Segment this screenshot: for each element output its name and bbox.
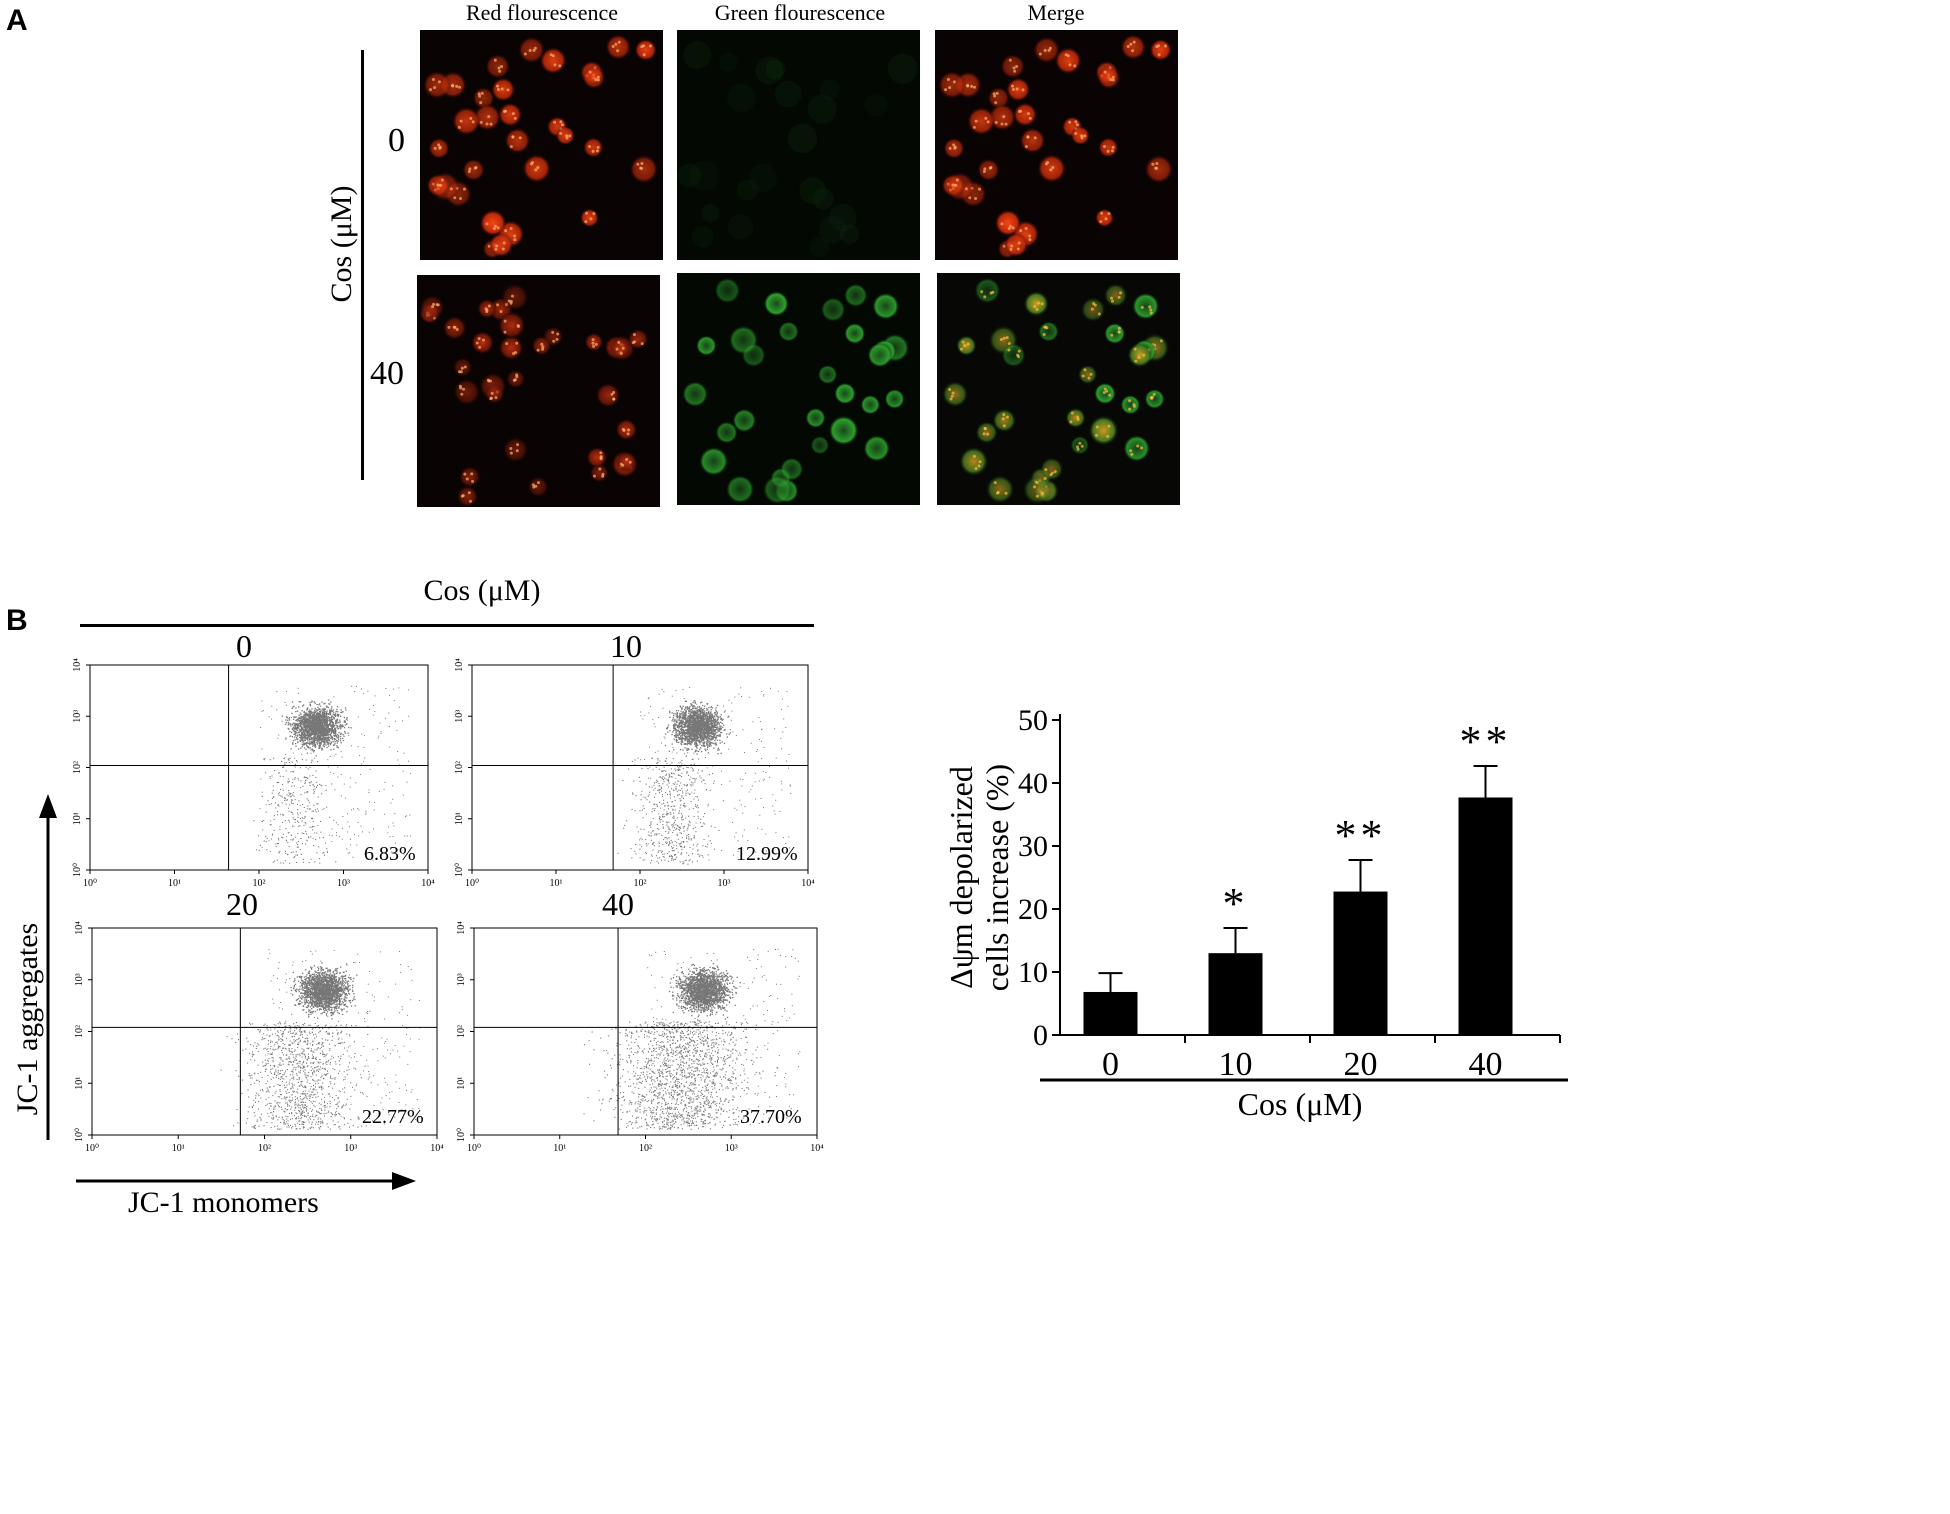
flow-x-tick-label: 10⁴ (421, 878, 435, 889)
micrograph-green-0 (677, 30, 920, 260)
flow-x-tick-label: 10¹ (168, 878, 181, 889)
flow-plot-10: 10⁰ 10⁰ 10¹ 10¹ 10² 10² 10³ 10³ 10⁴ 10⁴ (454, 658, 815, 889)
flow-y-tick-label: 10⁴ (454, 658, 465, 672)
row-axis-label: Cos (μM) (325, 185, 358, 303)
flow-x-tick-label: 10² (639, 1143, 652, 1154)
flow-x-tick-label: 10⁴ (801, 878, 815, 889)
column-title-green: Green flourescence (714, 0, 886, 25)
flow-x-tick-label: 10² (634, 878, 647, 889)
flow-x-tick-label: 10³ (725, 1143, 738, 1154)
bar-chart: 0 10 20 30 40 50 0 10 * 20 ** 40 ** Cos (μM) Δψm depol… (943, 704, 1568, 1122)
flow-x-tick-label: 10¹ (553, 1143, 566, 1154)
flow-dose-10: 10 (610, 628, 642, 664)
flow-x-tick-label: 10⁰ (85, 1143, 99, 1154)
flow-percent-40: 37.70% (740, 1106, 802, 1128)
flow-y-tick-label: 10³ (456, 973, 467, 986)
flow-y-tick-label: 10⁴ (456, 921, 467, 935)
y-tick-label: 40 (1018, 767, 1048, 800)
flow-dose-40: 40 (602, 886, 634, 922)
column-title-merge: Merge (1027, 0, 1085, 25)
y-axis-title-line1: Δψm depolarized (943, 766, 979, 989)
flow-x-tick-label: 10⁰ (83, 878, 97, 889)
micrograph-green-40 (677, 273, 920, 505)
x-axis-title: Cos (μM) (1238, 1086, 1363, 1122)
flow-y-tick-label: 10¹ (74, 1077, 85, 1090)
row-label-40: 40 (370, 355, 404, 392)
x-tick-label: 40 (1469, 1046, 1503, 1083)
row-label-0: 0 (388, 122, 405, 159)
y-tick-label: 50 (1018, 704, 1048, 737)
y-tick-label: 10 (1018, 956, 1048, 989)
significance-mark: ** (1335, 811, 1387, 860)
flow-header-line (80, 624, 814, 627)
bar-40 (1458, 797, 1513, 1035)
bar-20 (1333, 891, 1388, 1035)
flow-dose-20: 20 (226, 886, 258, 922)
flow-x-tick-label: 10⁰ (465, 878, 479, 889)
micrograph-red-0 (420, 30, 663, 260)
flow-x-tick-label: 10¹ (550, 878, 563, 889)
flow-y-tick-label: 10³ (74, 973, 85, 986)
micrograph-red-40 (417, 275, 660, 507)
y-axis-label: JC-1 aggregates (11, 922, 44, 1116)
flow-y-tick-label: 10² (74, 1025, 85, 1038)
flow-y-tick-label: 10² (456, 1025, 467, 1038)
flow-y-tick-label: 10⁰ (74, 1128, 85, 1142)
flow-y-tick-label: 10⁴ (72, 658, 83, 672)
flow-x-tick-label: 10⁴ (430, 1143, 444, 1154)
flow-y-tick-label: 10⁰ (456, 1128, 467, 1142)
flow-y-tick-label: 10¹ (72, 812, 83, 825)
flow-y-tick-label: 10¹ (454, 812, 465, 825)
flow-x-tick-label: 10³ (344, 1143, 357, 1154)
x-tick-label: 20 (1344, 1046, 1378, 1083)
flow-percent-10: 12.99% (736, 843, 798, 865)
flow-plot-20: 10⁰ 10⁰ 10¹ 10¹ 10² 10² 10³ 10³ 10⁴ 10⁴ (74, 921, 444, 1154)
flow-y-tick-label: 10² (72, 761, 83, 774)
flow-x-tick-label: 10⁴ (810, 1143, 824, 1154)
flow-plot-40: 10⁰ 10⁰ 10¹ 10¹ 10² 10² 10³ 10³ 10⁴ 10⁴ (456, 921, 824, 1154)
micrograph-merge-0 (935, 30, 1178, 260)
panel-letter-b: B (6, 604, 28, 637)
flow-y-tick-label: 10⁰ (454, 863, 465, 877)
flow-x-tick-label: 10³ (718, 878, 731, 889)
flow-dose-0: 0 (236, 628, 252, 664)
y-tick-label: 0 (1033, 1019, 1048, 1052)
flow-header: Cos (μM) (423, 574, 541, 607)
flow-y-tick-label: 10⁴ (74, 921, 85, 935)
flow-x-tick-label: 10² (253, 878, 266, 889)
column-title-red: Red flourescence (465, 0, 619, 25)
flow-y-tick-label: 10² (454, 761, 465, 774)
x-tick-label: 10 (1219, 1046, 1253, 1083)
flow-y-tick-label: 10³ (454, 710, 465, 723)
flow-plot-0: 10⁰ 10⁰ 10¹ 10¹ 10² 10² 10³ 10³ 10⁴ 10⁴ (72, 658, 435, 889)
flow-y-tick-label: 10³ (72, 710, 83, 723)
micrograph-merge-40 (937, 273, 1180, 505)
bar-0 (1083, 991, 1138, 1035)
y-tick-label: 20 (1018, 893, 1048, 926)
panel-letter-a: A (6, 4, 28, 37)
y-tick-label: 30 (1018, 830, 1048, 863)
x-axis-label: JC-1 monomers (128, 1186, 319, 1219)
y-axis-title-line2: cells increase (%) (979, 764, 1015, 991)
x-arrow (76, 1172, 416, 1190)
significance-mark: ** (1460, 717, 1512, 766)
x-tick-label: 0 (1102, 1046, 1119, 1083)
row-axis-line (361, 50, 364, 480)
flow-x-tick-label: 10¹ (172, 1143, 185, 1154)
flow-percent-20: 22.77% (362, 1106, 424, 1128)
flow-x-tick-label: 10³ (337, 878, 350, 889)
flow-x-tick-label: 10⁰ (467, 1143, 481, 1154)
flow-y-tick-label: 10⁰ (72, 863, 83, 877)
flow-x-tick-label: 10² (258, 1143, 271, 1154)
flow-percent-0: 6.83% (364, 843, 416, 865)
y-arrow (39, 794, 57, 1140)
bar-10 (1208, 953, 1263, 1035)
significance-mark: * (1223, 879, 1249, 928)
flow-y-tick-label: 10¹ (456, 1077, 467, 1090)
